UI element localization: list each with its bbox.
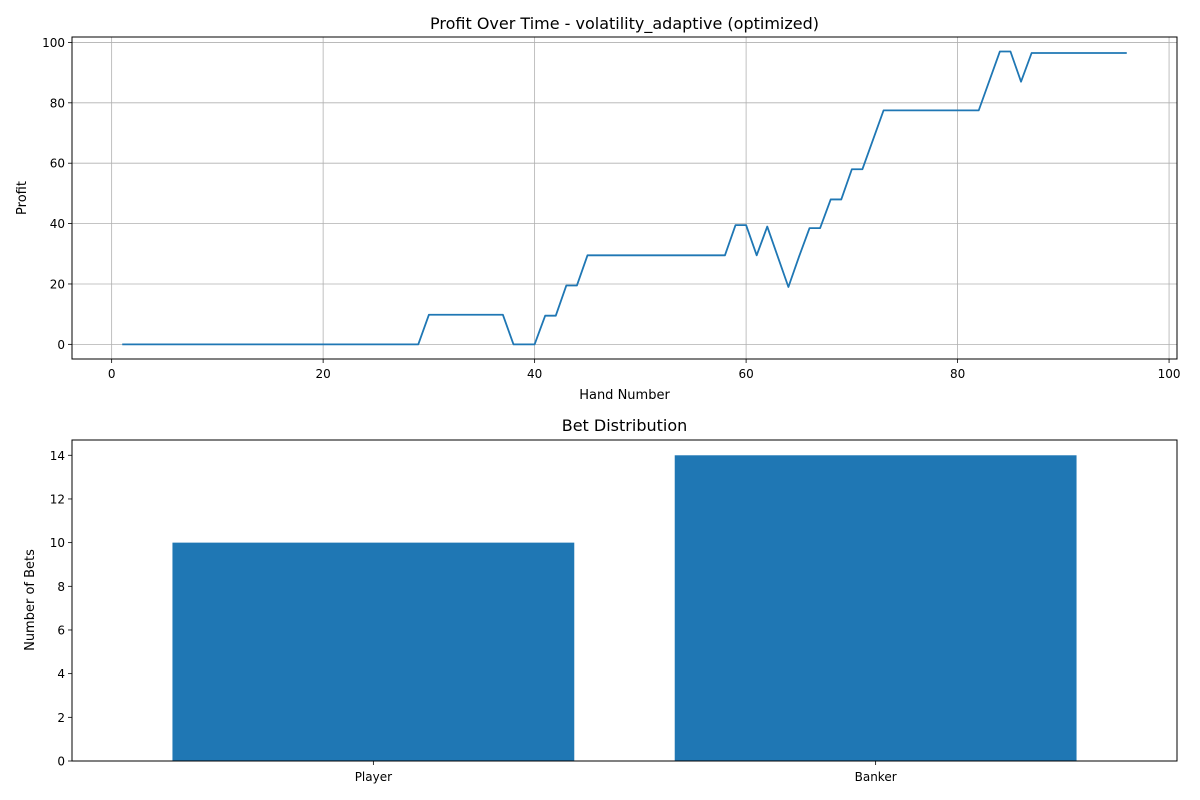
profit-x-tick-label: 80: [950, 367, 965, 381]
profit-y-axis-label: Profit: [15, 181, 30, 215]
bet-y-tick-label: 4: [57, 667, 65, 681]
profit-y-axis-ticks: 0 20 40 60 80 100: [42, 36, 72, 352]
profit-y-tick-label: 20: [50, 277, 65, 291]
bet-distribution-chart: Bet Distribution Player Banker 0 2 4 6 8 10 12 1…: [23, 416, 1178, 784]
profit-x-tick-label: 60: [738, 367, 753, 381]
profit-chart-title: Profit Over Time - volatility_adaptive (…: [430, 14, 819, 34]
profit-line: [122, 50, 1127, 346]
bet-bar-player: [172, 542, 575, 761]
profit-chart: Profit Over Time - volatility_adaptive (…: [15, 14, 1181, 403]
profit-x-tick-label: 40: [527, 367, 542, 381]
bet-y-tick-label: 6: [57, 623, 65, 637]
bet-x-axis-ticks: Player Banker: [355, 761, 897, 784]
bet-y-tick-label: 2: [57, 711, 65, 725]
bet-x-tick-label: Player: [355, 770, 392, 784]
profit-x-tick-label: 0: [108, 367, 116, 381]
bet-x-tick-label: Banker: [855, 770, 897, 784]
profit-x-tick-label: 20: [315, 367, 330, 381]
profit-y-tick-label: 0: [57, 338, 65, 352]
bet-y-axis-ticks: 0 2 4 6 8 10 12 14: [50, 449, 72, 769]
profit-y-tick-label: 40: [50, 217, 65, 231]
bet-chart-title: Bet Distribution: [562, 416, 688, 435]
profit-grid: [72, 37, 1177, 359]
bet-plot-frame: [71, 439, 1178, 762]
profit-plot-frame: [71, 36, 1178, 360]
bet-bars: [172, 455, 1077, 761]
bet-y-tick-label: 8: [57, 580, 65, 594]
profit-x-axis-ticks: 0 20 40 60 80 100: [108, 359, 1181, 381]
bet-bar-banker: [674, 455, 1077, 761]
profit-y-tick-label: 80: [50, 96, 65, 110]
bet-y-axis-label: Number of Bets: [23, 549, 38, 651]
bet-y-tick-label: 10: [50, 536, 65, 550]
bet-y-tick-label: 14: [50, 449, 65, 463]
profit-y-tick-label: 60: [50, 157, 65, 171]
profit-x-axis-label: Hand Number: [579, 388, 670, 403]
bet-y-tick-label: 0: [57, 755, 65, 769]
profit-x-tick-label: 100: [1158, 367, 1181, 381]
bet-y-tick-label: 12: [50, 492, 65, 506]
profit-y-tick-label: 100: [42, 36, 65, 50]
